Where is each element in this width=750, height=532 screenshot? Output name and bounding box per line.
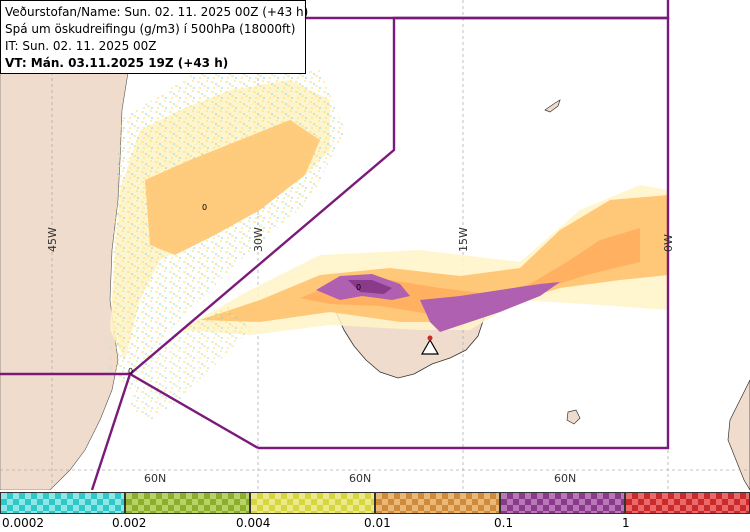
norway-coast [727,379,750,490]
info-valid-time-line: VT: Mán. 03.11.2025 19Z (+43 h) [5,56,229,70]
legend-tick-label: 0.1 [494,516,514,530]
region-boundary [0,0,670,490]
legend-tick-label: 0.002 [112,516,147,530]
faroe-islands [566,409,581,425]
lon-label-30w: 30W [252,227,265,252]
contour-zero-label: 0 [202,203,207,212]
legend-tick-label: 0.004 [236,516,271,530]
legend-tick-label: 1 [622,516,630,530]
legend-tick-label: 0.01 [364,516,391,530]
legend-swatch-6 [625,492,750,514]
info-product-line: Spá um öskudreifingu (g/m3) í 500hPa (18… [5,22,296,36]
lon-label-45w: 45W [46,227,59,252]
legend-swatch-2 [125,492,250,514]
forecast-info-box: Veðurstofan/Name: Sun. 02. 11. 2025 00Z … [0,0,309,74]
jan-mayen-island [544,99,561,113]
volcano-marker-icon [420,335,440,355]
contour-zero-label: 0 [128,367,133,376]
lon-label-0w: 0W [662,234,675,252]
concentration-legend: 0.0002 0.002 0.004 0.01 0.1 1 [0,490,750,532]
lat-label-60n: 60N [554,472,577,485]
legend-swatch-row [0,492,750,514]
lon-label-15w: 15W [457,227,470,252]
lat-label-60n: 60N [349,472,372,485]
legend-swatch-1 [0,492,125,514]
legend-swatch-5 [500,492,625,514]
info-issuer-line: Veðurstofan/Name: Sun. 02. 11. 2025 00Z … [5,5,309,19]
legend-tick-label: 0.0002 [2,516,44,530]
info-issue-time-line: IT: Sun. 02. 11. 2025 00Z [5,39,157,53]
ash-plume-band [180,185,668,335]
contour-zero-label: 0 [356,283,361,292]
ash-dispersion-map: 0 0 0 [0,0,750,490]
legend-swatch-4 [375,492,500,514]
legend-swatch-3 [250,492,375,514]
lat-label-60n: 60N [144,472,167,485]
ash-light-greenland [110,70,345,390]
map-area: 0 0 0 45W 30W 15W 0W 60N 60N 60N Veðurst… [0,0,750,490]
